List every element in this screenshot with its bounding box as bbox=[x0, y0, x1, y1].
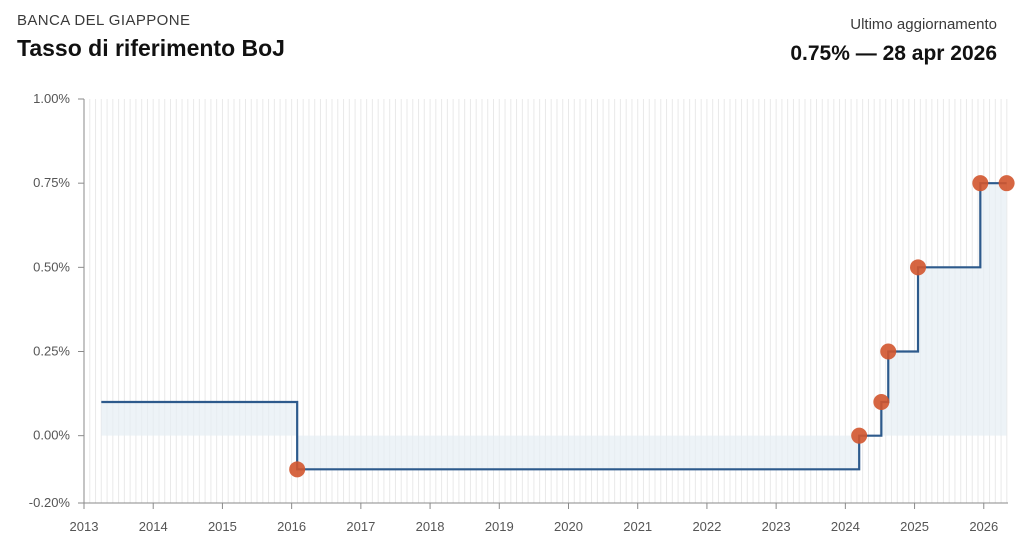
y-tick-label: 1.00% bbox=[33, 91, 70, 106]
x-tick-label: 2021 bbox=[623, 519, 652, 534]
y-tick-label: 0.00% bbox=[33, 428, 70, 443]
rate-change-marker bbox=[880, 343, 897, 360]
x-tick-label: 2019 bbox=[485, 519, 514, 534]
x-tick-label: 2017 bbox=[346, 519, 375, 534]
y-tick-label: 0.75% bbox=[33, 175, 70, 190]
rate-change-marker bbox=[873, 394, 890, 410]
rate-change-marker bbox=[289, 461, 306, 478]
x-tick-label: 2020 bbox=[554, 519, 583, 534]
x-tick-label: 2016 bbox=[277, 519, 306, 534]
update-label: Ultimo aggiornamento bbox=[850, 16, 997, 33]
x-tick-label: 2023 bbox=[762, 519, 791, 534]
chart-title: Tasso di riferimento BoJ bbox=[17, 35, 285, 61]
x-tick-label: 2025 bbox=[900, 519, 929, 534]
header-left: BANCA DEL GIAPPONE Tasso di riferimento … bbox=[17, 12, 285, 62]
x-tick-label: 2022 bbox=[692, 519, 721, 534]
x-tick-label: 2013 bbox=[70, 519, 99, 534]
x-tick-label: 2018 bbox=[416, 519, 445, 534]
x-tick-label: 2026 bbox=[969, 519, 998, 534]
y-tick-label: 0.50% bbox=[33, 259, 70, 274]
y-tick-label: -0.20% bbox=[29, 495, 71, 510]
rate-change-marker bbox=[851, 427, 868, 444]
rate-change-marker bbox=[972, 175, 989, 192]
header-right: Ultimo aggiornamento 0.75% — 28 apr 2026 bbox=[790, 16, 997, 66]
chart-kicker: BANCA DEL GIAPPONE bbox=[17, 12, 191, 29]
x-tick-label: 2015 bbox=[208, 519, 237, 534]
area-fill bbox=[101, 183, 1007, 470]
x-tick-label: 2014 bbox=[139, 519, 168, 534]
y-tick-label: 0.25% bbox=[33, 344, 70, 359]
rate-change-marker bbox=[998, 175, 1015, 192]
x-tick-label: 2024 bbox=[831, 519, 860, 534]
rate-change-marker bbox=[910, 259, 927, 276]
update-value: 0.75% — 28 apr 2026 bbox=[790, 42, 997, 65]
